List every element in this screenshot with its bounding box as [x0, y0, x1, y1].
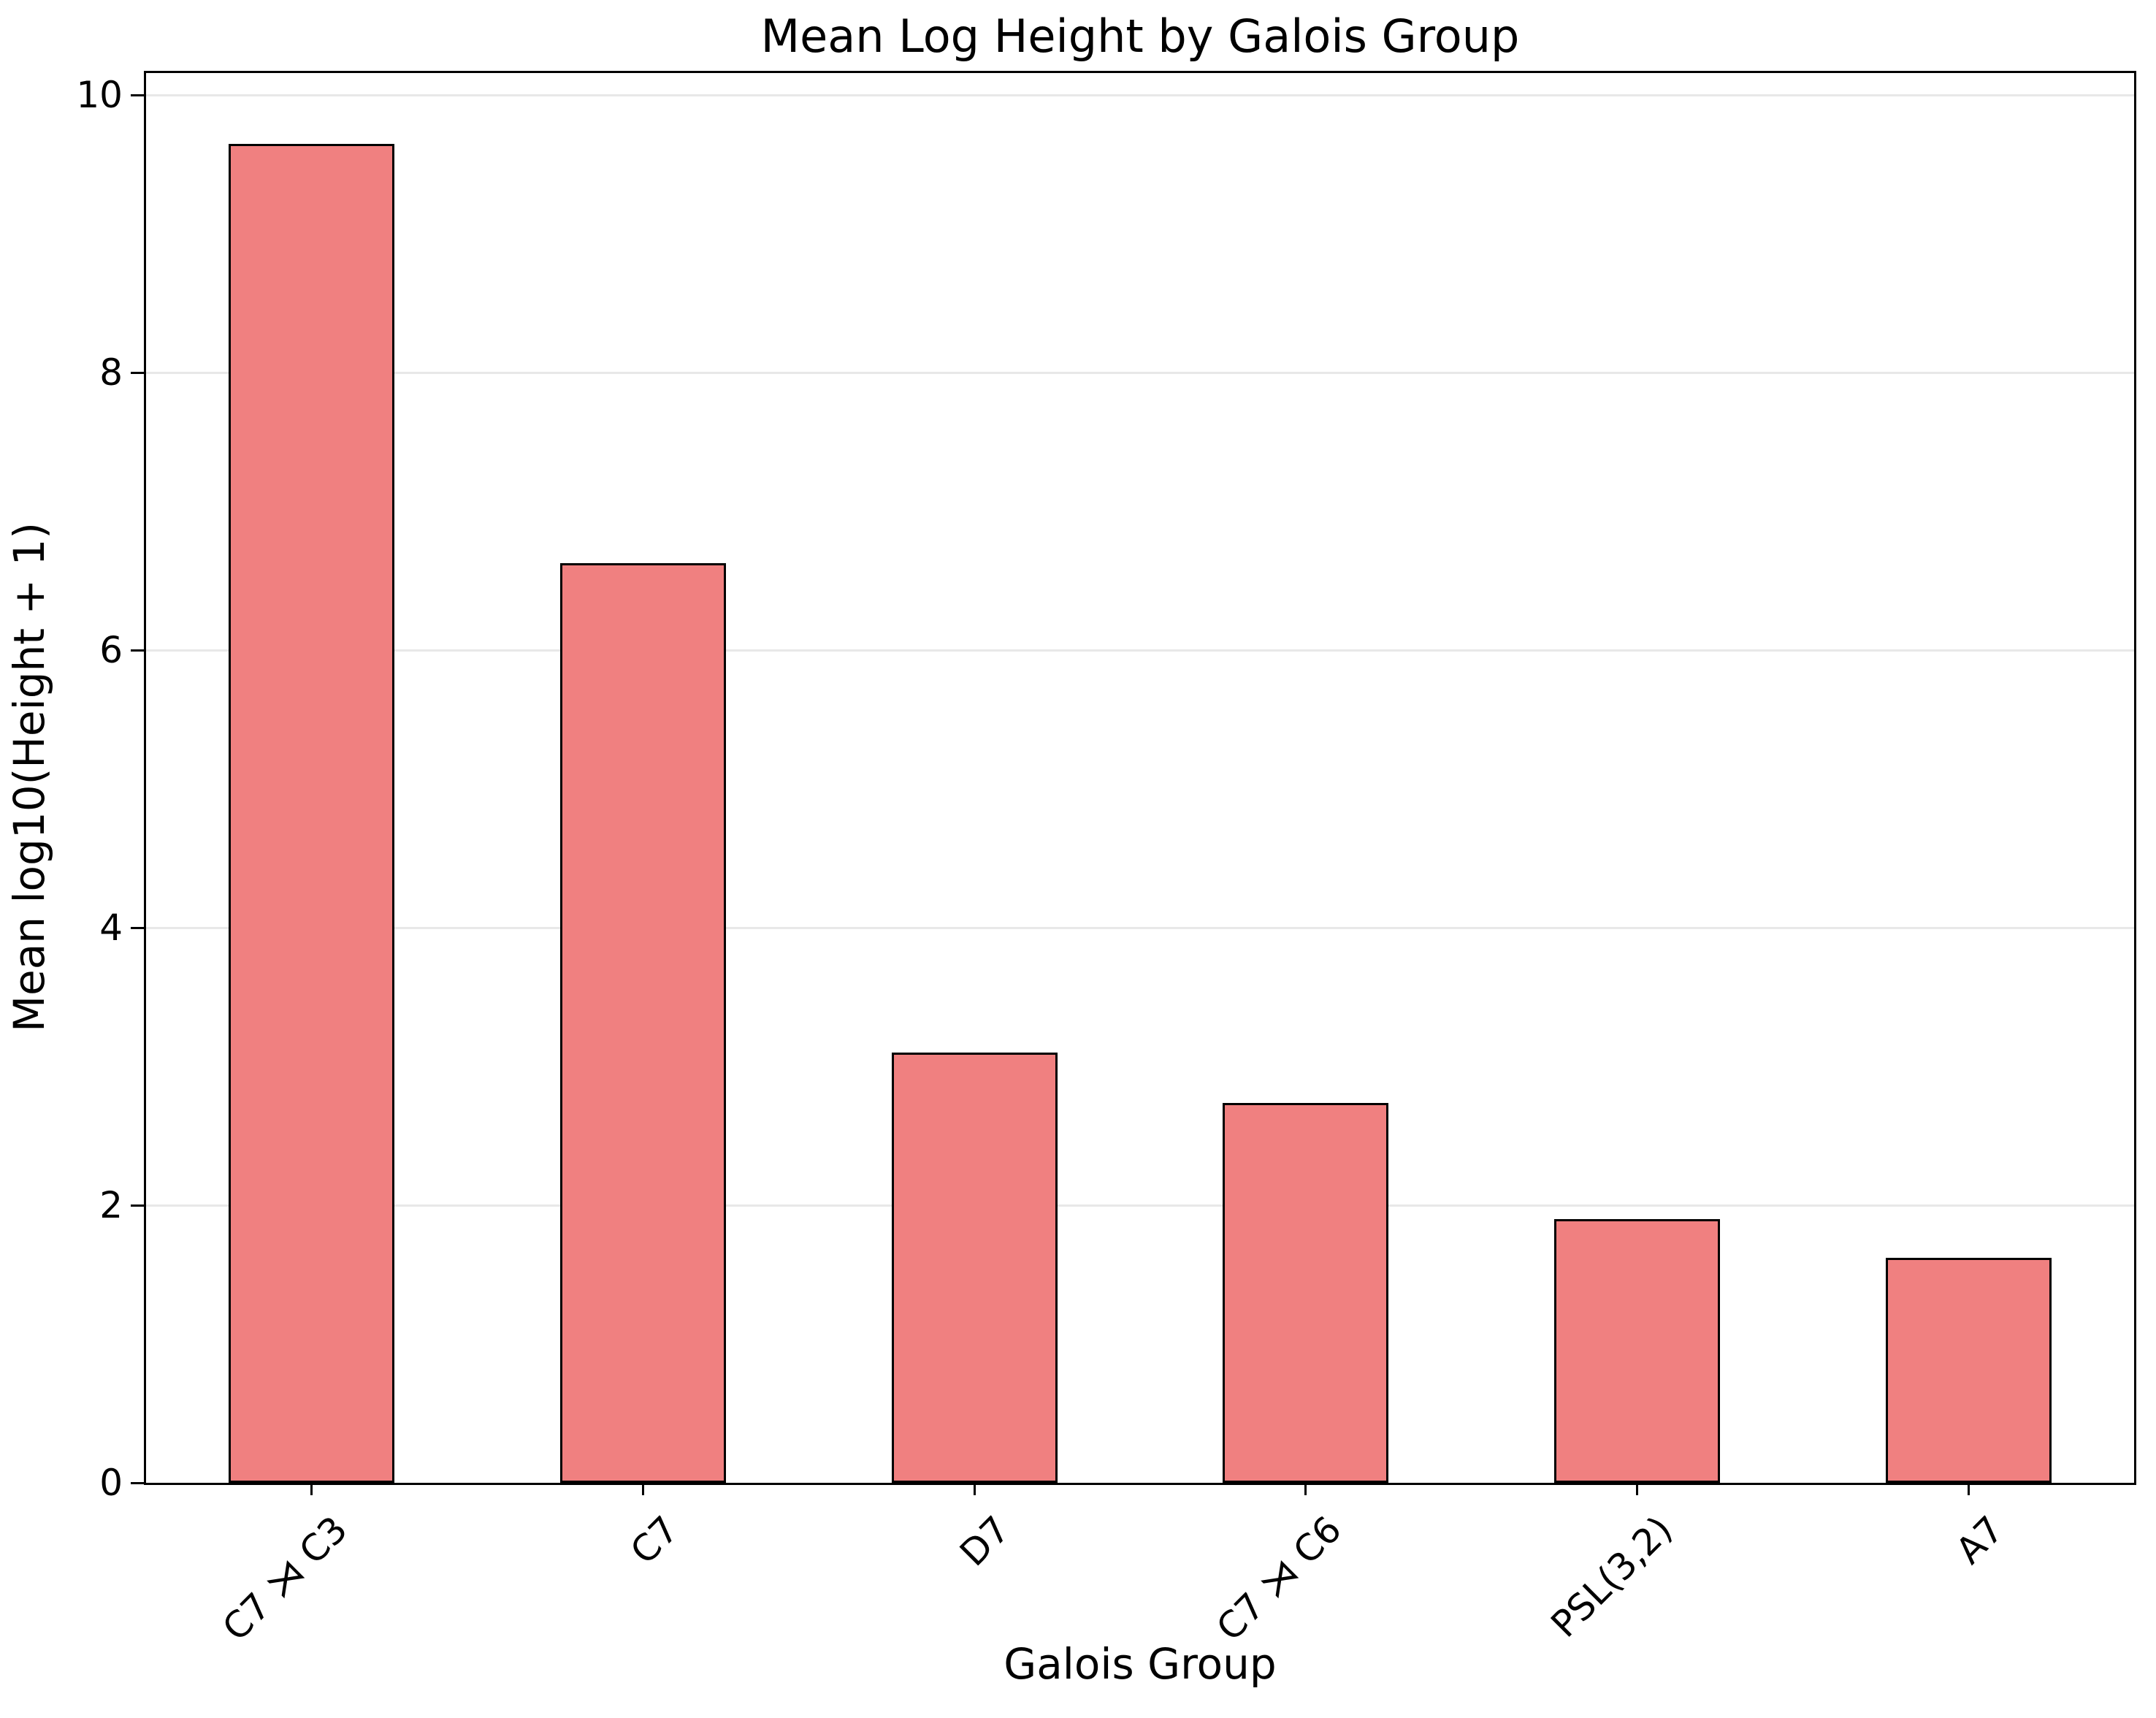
y-tick-mark [131, 371, 144, 374]
y-gridline [146, 371, 2134, 374]
y-tick-mark [131, 1204, 144, 1207]
y-tick-mark [131, 1481, 144, 1484]
y-gridline [146, 649, 2134, 652]
plot-area [146, 73, 2134, 1483]
y-gridline [146, 1204, 2134, 1207]
x-tick-label: A7 [0, 1508, 2012, 1573]
y-tick-mark [131, 93, 144, 96]
y-tick-label: 2 [99, 1184, 123, 1227]
x-tick-label-text: A7 [1948, 1508, 2012, 1573]
bar [1554, 1219, 1720, 1483]
y-tick-label: 8 [99, 351, 123, 394]
x-tick-mark [642, 1484, 644, 1495]
bar [1885, 1258, 2052, 1483]
x-tick-mark [973, 1484, 976, 1495]
y-gridline [146, 926, 2134, 929]
y-tick-label: 0 [99, 1462, 123, 1504]
x-tick-mark [1304, 1484, 1307, 1495]
bar [1223, 1102, 1389, 1483]
chart-title: Mean Log Height by Galois Group [760, 9, 1520, 63]
top-spine [146, 71, 2136, 73]
bar [560, 562, 726, 1483]
x-axis-label: Galois Group [1004, 1639, 1277, 1689]
y-tick-mark [131, 926, 144, 929]
bar [229, 143, 395, 1483]
left-spine [144, 71, 146, 1485]
y-tick-mark [131, 649, 144, 652]
right-spine [2134, 71, 2136, 1485]
x-tick-mark [310, 1484, 313, 1495]
bottom-spine [146, 1483, 2136, 1485]
y-tick-label: 4 [99, 906, 123, 950]
x-tick-mark [1967, 1484, 1970, 1495]
y-axis-label: Mean log10(Height + 1) [4, 522, 54, 1033]
y-tick-label: 6 [99, 629, 123, 672]
x-tick-mark [1636, 1484, 1638, 1495]
y-gridline [146, 93, 2134, 96]
bar [891, 1053, 1058, 1483]
y-tick-label: 10 [76, 74, 123, 117]
